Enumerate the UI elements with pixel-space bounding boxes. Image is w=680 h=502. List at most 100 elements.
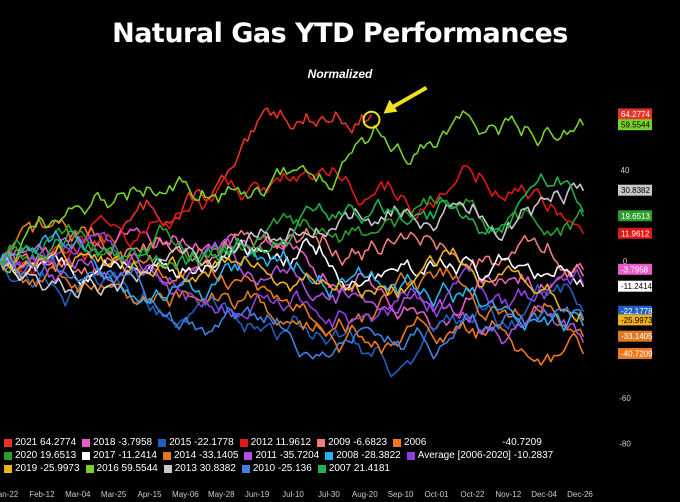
legend-swatch (241, 464, 250, 473)
legend-item: 2018 -3.7958 (82, 436, 152, 449)
value-label: -40.7209 (621, 350, 653, 359)
legend-item: 2020 19.6513 (4, 449, 76, 462)
legend-label: 2016 59.5544 (96, 463, 158, 474)
legend-item: 2010 -25.136 (241, 462, 312, 475)
legend-label: 2020 19.6513 (15, 450, 77, 461)
x-tick-label: Oct-22 (460, 490, 485, 499)
series-line-2008 (0, 230, 585, 332)
series-line-2015 (0, 260, 585, 378)
legend-label: 2009 -6.6823 (328, 437, 388, 448)
legend-item: 2008 -28.3822 (325, 449, 401, 462)
value-label-box (618, 119, 652, 131)
series-line-average-2006-2020- (0, 231, 585, 329)
legend-item: 2021 64.2774 (4, 436, 76, 449)
last-value-labels: 64.2774 -3.7958 -22.1778 11.9612 -40.7209 19.… (618, 108, 653, 359)
legend-label: 2008 -28.3822 (336, 450, 401, 461)
legend-item: 2017 -11.2414 (82, 449, 157, 462)
legend-label: 2019 -25.9973 (15, 463, 80, 474)
legend-swatch (325, 451, 334, 460)
legend-label: 2011 -35.7204 (255, 450, 320, 461)
legend-label: 2015 -22.1778 (169, 437, 234, 448)
value-label: -33.1405 (621, 332, 653, 341)
legend-item: 2015 -22.1778 (158, 436, 234, 449)
y-tick-label: -60 (619, 394, 631, 403)
legend-item: 2013 30.8382 (163, 462, 236, 475)
value-label-box (618, 280, 652, 292)
legend-label: 2010 -25.136 (252, 463, 312, 474)
x-tick-label: Mar-04 (65, 490, 91, 499)
legend-label: 2012 11.9612 (250, 437, 312, 448)
series-line-2021 (0, 107, 373, 274)
legend-row: 2020 19.6513 2017 -11.2414 2014 -33.1405 20… (4, 449, 604, 462)
legend-item: 2007 21.4181 (317, 462, 390, 475)
series-line-2019 (0, 243, 585, 323)
legend-label: 2007 21.4181 (328, 463, 390, 474)
legend-swatch (85, 464, 94, 473)
legend-swatch (163, 464, 172, 473)
legend-swatch (244, 451, 253, 460)
legend-swatch (317, 464, 326, 473)
legend-swatch (406, 451, 415, 460)
value-label-box (618, 330, 652, 342)
x-tick-label: Jul-10 (282, 490, 304, 499)
series-line-2010 (0, 255, 585, 360)
legend-label: 2013 30.8382 (174, 463, 236, 474)
legend-item: 2006 (393, 436, 426, 449)
value-label-box (618, 305, 652, 317)
series-line-2016 (0, 110, 585, 274)
value-label: 64.2774 (621, 110, 650, 119)
value-label-box (618, 314, 652, 326)
value-label-box (618, 263, 652, 275)
value-label-box (618, 348, 652, 359)
legend-swatch (158, 438, 167, 447)
legend-label: -40.7209 (502, 437, 542, 448)
legend-label: 2006 (404, 437, 427, 448)
legend-row: 2021 64.2774 2018 -3.7958 2015 -22.1778 201… (4, 436, 604, 449)
legend-swatch (4, 438, 12, 447)
x-tick-label: Jan-22 (0, 490, 19, 499)
legend-swatch (4, 451, 12, 460)
legend-row: 2019 -25.9973 2016 59.5544 2013 30.8382 201… (4, 462, 604, 475)
series-line-2012 (0, 164, 585, 277)
value-label-box (618, 108, 652, 120)
value-label: -11.2414 (621, 282, 653, 291)
series-line-2007 (0, 173, 585, 270)
x-tick-label: Aug-20 (352, 490, 378, 499)
legend-item: 2011 -35.7204 (244, 449, 319, 462)
value-label-box (618, 184, 652, 196)
value-label: -3.7958 (621, 265, 649, 274)
legend-item: 2014 -33.1405 (162, 449, 238, 462)
legend-swatch (162, 451, 171, 460)
series-line-2006 (0, 218, 585, 366)
y-tick-label: 40 (621, 166, 630, 175)
x-axis: Jan-22 Feb-12 Mar-04 Mar-25 Apr-15 May-06 May-… (0, 490, 593, 499)
x-tick-label: Dec-04 (531, 490, 557, 499)
x-tick-label: Dec-26 (567, 490, 593, 499)
value-label: 30.8382 (621, 186, 650, 195)
legend-swatch (317, 438, 326, 447)
arrow-shaft (390, 85, 428, 110)
chart-subtitle: Normalized (307, 67, 373, 81)
value-label: 19.6513 (621, 212, 650, 221)
y-tick-label: 0 (623, 257, 628, 266)
legend-label: 2021 64.2774 (15, 437, 77, 448)
series-line-2020 (0, 195, 585, 270)
legend-swatch (4, 464, 12, 473)
x-tick-label: Oct-01 (424, 490, 449, 499)
legend-swatch (82, 451, 91, 460)
x-tick-label: Jun-19 (245, 490, 270, 499)
chart-title: Natural Gas YTD Performances (112, 18, 568, 49)
legend-item: 2009 -6.6823 (317, 436, 387, 449)
value-label: 11.9612 (621, 229, 650, 238)
x-tick-label: Apr-15 (137, 490, 162, 499)
x-tick-label: Mar-25 (101, 490, 127, 499)
x-tick-label: Nov-12 (495, 490, 521, 499)
legend-item: 2012 11.9612 (239, 436, 312, 449)
legend-swatch (393, 438, 402, 447)
annotation (362, 85, 428, 129)
legend-item: 2019 -25.9973 (4, 462, 80, 475)
x-tick-label: Jul-30 (318, 490, 340, 499)
arrow-head (383, 99, 398, 114)
legend-label: Average [2006-2020] -10.2837 (417, 450, 554, 461)
